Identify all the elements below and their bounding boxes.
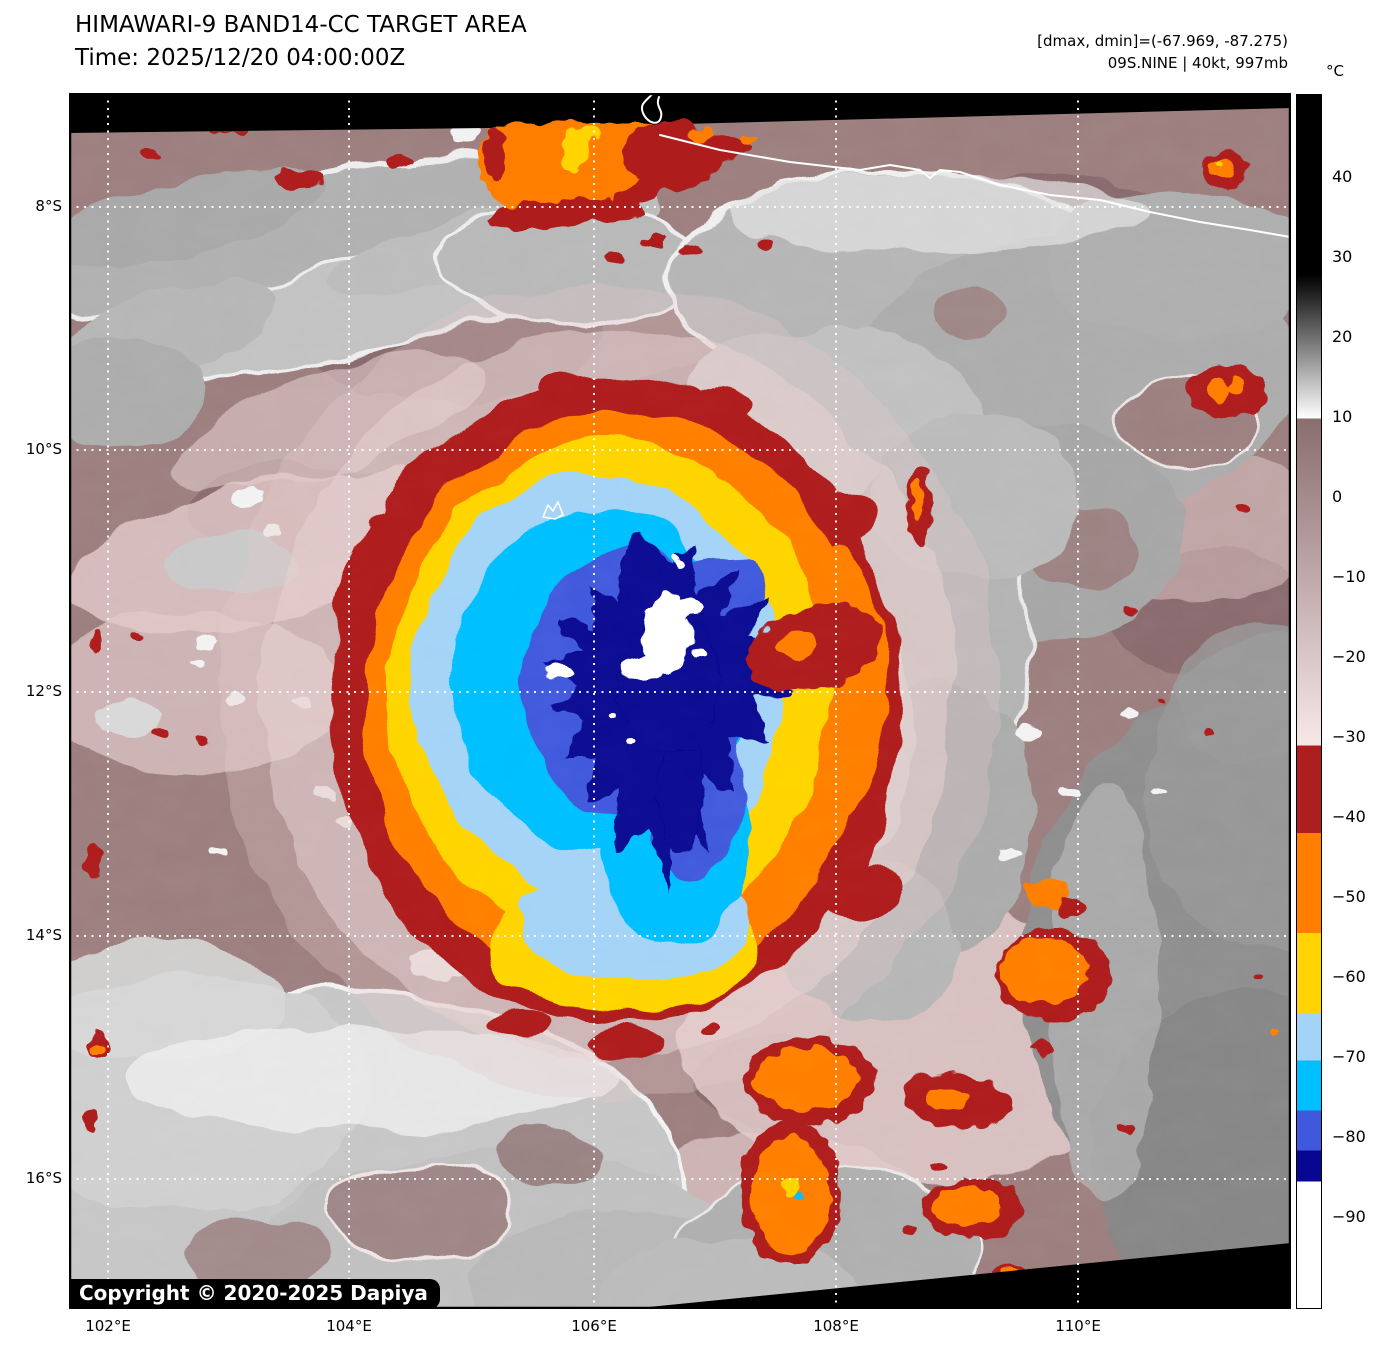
y-tick-12s: 12°S [25, 682, 62, 700]
gridlines [69, 93, 1291, 1309]
cb-tick-m60: −60 [1332, 967, 1366, 986]
cb-tick-20: 20 [1332, 327, 1353, 346]
y-tick-16s: 16°S [25, 1169, 62, 1187]
cb-tick-m10: −10 [1332, 567, 1366, 586]
y-tick-8s: 8°S [35, 197, 62, 215]
map-frame [69, 93, 1291, 1309]
cb-tick-m30: −30 [1332, 727, 1366, 746]
storm-annotations: [dmax, dmin]=(-67.969, -87.275) 09S.NINE… [1037, 30, 1288, 74]
colorbar-gradient [1296, 94, 1322, 1309]
dmax-dmin-label: [dmax, dmin]=(-67.969, -87.275) [1037, 32, 1288, 50]
scan-edges [69, 93, 1291, 1309]
x-tick-104e: 104°E [326, 1317, 372, 1335]
x-tick-106e: 106°E [571, 1317, 617, 1335]
cb-tick-40: 40 [1332, 167, 1353, 186]
colorbar-unit: °C [1326, 62, 1344, 80]
cb-tick-m20: −20 [1332, 647, 1366, 666]
cb-tick-m40: −40 [1332, 807, 1366, 826]
coastline [542, 93, 1291, 520]
cb-tick-10: 10 [1332, 407, 1353, 426]
x-tick-110e: 110°E [1055, 1317, 1101, 1335]
time-label: Time: 2025/12/20 04:00:00Z [75, 45, 406, 71]
cb-tick-0: 0 [1332, 487, 1343, 506]
island-outline [542, 501, 564, 520]
y-tick-10s: 10°S [25, 440, 62, 458]
satellite-image [69, 93, 1291, 1309]
cb-tick-30: 30 [1332, 247, 1353, 266]
north-convective-cluster [477, 121, 757, 263]
satellite-map [69, 93, 1291, 1309]
page-title: HIMAWARI-9 BAND14-CC TARGET AREA [75, 12, 527, 38]
x-tick-108e: 108°E [813, 1317, 859, 1335]
y-tick-14s: 14°S [25, 926, 62, 944]
grain-overlay [69, 93, 1291, 1309]
storm-id-label: 09S.NINE | 40kt, 997mb [1107, 54, 1288, 72]
copyright-watermark: Copyright © 2020-2025 Dapiya [71, 1279, 440, 1309]
cb-tick-m50: −50 [1332, 887, 1366, 906]
cb-tick-m80: −80 [1332, 1127, 1366, 1146]
x-tick-102e: 102°E [85, 1317, 131, 1335]
cb-tick-m70: −70 [1332, 1047, 1366, 1066]
cb-tick-m90: −90 [1332, 1207, 1366, 1226]
